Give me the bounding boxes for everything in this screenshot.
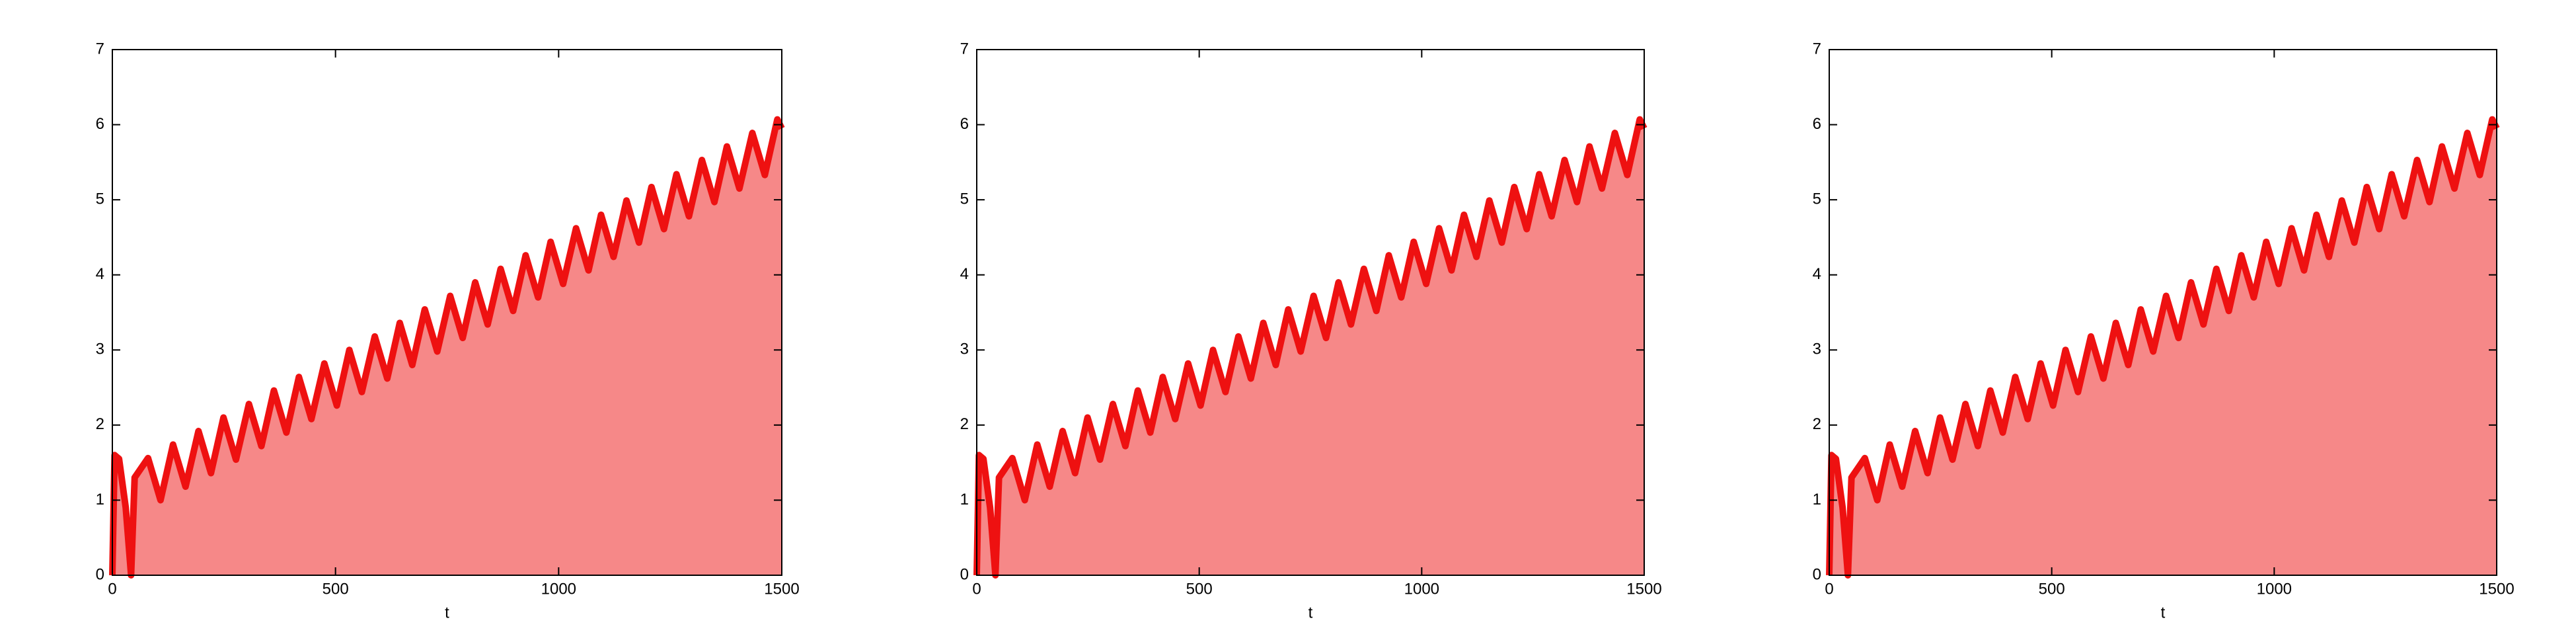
y-tick-label: 5 [96,190,104,208]
plot-frame [976,49,1645,576]
x-tick-label: 1500 [1626,580,1661,598]
y-tick-label: 0 [96,565,104,583]
y-tick-label: 6 [96,115,104,133]
y-tick-label: 3 [960,341,969,358]
x-tick-label: 500 [1186,580,1213,598]
y-tick-label: 1 [960,491,969,508]
y-tick-label: 1 [96,491,104,508]
y-tick-label: 3 [96,341,104,358]
y-tick-label: 4 [96,265,104,283]
area-fill [112,119,782,575]
x-tick-label: 1000 [2257,580,2292,598]
y-tick-label: 4 [1813,265,1821,283]
y-tick-label: 0 [1813,565,1821,583]
x-axis-label: t [1308,604,1313,622]
y-tick-label: 1 [1813,491,1821,508]
x-tick-label: 1500 [764,580,799,598]
line [973,116,1648,579]
y-tick-label: 7 [96,40,104,58]
x-tick-label: 1000 [1404,580,1439,598]
x-axis-label: t [445,604,449,622]
y-tick-label: 6 [1813,115,1821,133]
plot-frame [1829,49,2497,576]
y-tick-label: 2 [960,415,969,433]
y-tick-label: 2 [96,415,104,433]
plot-frame [112,49,782,576]
x-tick-label: 500 [322,580,349,598]
x-tick-label: 0 [108,580,116,598]
y-tick-label: 6 [960,115,969,133]
x-tick-label: 0 [972,580,981,598]
y-tick-label: 7 [960,40,969,58]
y-tick-label: 4 [960,265,969,283]
y-tick-label: 0 [960,565,969,583]
y-tick-label: 3 [1813,341,1821,358]
line [109,116,785,579]
y-tick-label: 7 [1813,40,1821,58]
x-tick-label: 1000 [541,580,576,598]
y-tick-label: 5 [960,190,969,208]
area-fill [977,119,1644,575]
x-tick-label: 1500 [2479,580,2514,598]
area-fill [1829,119,2497,575]
line [1826,116,2500,579]
y-tick-label: 5 [1813,190,1821,208]
x-tick-label: 0 [1825,580,1833,598]
x-axis-label: t [2161,604,2166,622]
x-tick-label: 500 [2039,580,2065,598]
y-tick-label: 2 [1813,415,1821,433]
